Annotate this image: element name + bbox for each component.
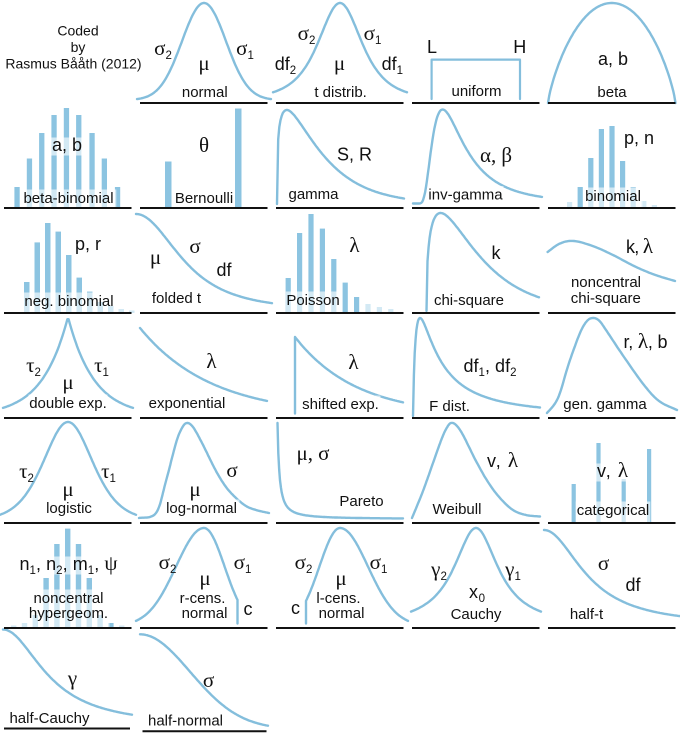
svg-text:H: H [513, 37, 526, 57]
svg-text:beta: beta [597, 84, 627, 101]
svg-text:half-t: half-t [570, 606, 604, 623]
svg-text:λ: λ [348, 350, 359, 374]
svg-text:df: df [216, 260, 232, 280]
svg-text:σ: σ [189, 234, 200, 258]
svg-text:double exp.: double exp. [29, 395, 107, 412]
svg-text:a, b: a, b [52, 135, 82, 155]
svg-text:beta-binomial: beta-binomial [23, 190, 113, 207]
svg-text:μ: μ [189, 477, 200, 501]
svg-text:μ, σ: μ, σ [297, 441, 330, 465]
svg-text:γ1: γ1 [504, 557, 521, 583]
svg-text:by: by [71, 39, 86, 55]
svg-text:F dist.: F dist. [429, 398, 470, 415]
svg-text:γ2: γ2 [430, 557, 447, 583]
svg-text:c: c [244, 599, 253, 619]
svg-text:μ: μ [62, 370, 73, 394]
svg-text:σ: σ [226, 458, 237, 482]
svg-text:σ: σ [598, 551, 609, 575]
svg-text:θ: θ [199, 133, 209, 157]
svg-text:t distrib.: t distrib. [314, 84, 367, 101]
svg-text:v, λ: v, λ [487, 448, 519, 472]
svg-text:Coded: Coded [57, 23, 98, 39]
svg-text:σ1: σ1 [370, 550, 388, 576]
svg-text:μ: μ [199, 566, 210, 590]
svg-text:shifted exp.: shifted exp. [302, 396, 379, 413]
svg-text:τ1: τ1 [94, 353, 109, 379]
svg-text:uniform: uniform [451, 83, 501, 100]
svg-text:gamma: gamma [288, 186, 339, 203]
svg-text:normal: normal [182, 605, 228, 622]
svg-text:γ: γ [67, 666, 77, 690]
svg-text:noncentral: noncentral [571, 274, 641, 291]
svg-text:df1: df1 [382, 54, 403, 77]
svg-text:x0: x0 [469, 582, 485, 605]
svg-text:categorical: categorical [577, 502, 650, 519]
svg-text:neg. binomial: neg. binomial [24, 293, 113, 310]
svg-text:Rasmus Bååth (2012): Rasmus Bååth (2012) [5, 56, 141, 72]
svg-text:binomial: binomial [585, 188, 641, 205]
svg-text:df: df [625, 575, 641, 595]
svg-text:k: k [492, 243, 502, 263]
svg-text:p, r: p, r [75, 234, 101, 254]
svg-text:τ1: τ1 [101, 459, 116, 485]
svg-text:σ: σ [203, 668, 214, 692]
svg-text:Cauchy: Cauchy [451, 606, 502, 623]
svg-text:S, R: S, R [337, 145, 372, 165]
svg-text:σ2: σ2 [159, 550, 177, 576]
svg-text:λ: λ [349, 233, 360, 257]
svg-text:chi-square: chi-square [571, 290, 641, 307]
svg-text:n1, n2, m1, ψ: n1, n2, m1, ψ [20, 551, 118, 577]
svg-text:logistic: logistic [46, 500, 92, 517]
svg-text:Poisson: Poisson [286, 292, 339, 309]
svg-text:df1, df2: df1, df2 [464, 356, 517, 379]
svg-text:l-cens.: l-cens. [316, 590, 360, 607]
svg-text:k, λ: k, λ [626, 234, 654, 258]
svg-text:Bernoulli: Bernoulli [175, 190, 233, 207]
svg-text:chi-square: chi-square [434, 292, 504, 309]
svg-text:normal: normal [182, 84, 228, 101]
svg-text:Weibull: Weibull [433, 501, 482, 518]
svg-text:τ2: τ2 [19, 459, 34, 485]
svg-text:log-normal: log-normal [166, 500, 237, 517]
svg-text:c: c [291, 598, 300, 618]
svg-text:half-normal: half-normal [148, 713, 223, 730]
svg-text:μ: μ [334, 51, 345, 75]
svg-text:v, λ: v, λ [597, 458, 629, 482]
svg-text:σ1: σ1 [236, 36, 254, 62]
svg-text:L: L [427, 37, 437, 57]
svg-text:μ: μ [150, 245, 161, 269]
svg-text:a, b: a, b [598, 49, 628, 69]
svg-text:Pareto: Pareto [339, 493, 383, 510]
svg-text:p, n: p, n [624, 128, 654, 148]
svg-text:α, β: α, β [480, 143, 512, 167]
svg-text:τ2: τ2 [26, 353, 41, 379]
svg-text:μ: μ [62, 477, 73, 501]
svg-text:gen. gamma: gen. gamma [563, 396, 647, 413]
svg-text:σ2: σ2 [154, 36, 172, 62]
svg-text:half-Cauchy: half-Cauchy [9, 710, 90, 727]
svg-text:hypergeom.: hypergeom. [29, 605, 108, 622]
svg-text:normal: normal [319, 605, 365, 622]
svg-text:σ2: σ2 [295, 550, 313, 576]
svg-text:r, λ, b: r, λ, b [624, 329, 668, 353]
svg-text:r-cens.: r-cens. [180, 590, 226, 607]
svg-text:μ: μ [335, 566, 346, 590]
svg-text:μ: μ [198, 51, 209, 75]
svg-text:λ: λ [206, 349, 217, 373]
svg-text:exponential: exponential [149, 395, 226, 412]
svg-text:inv-gamma: inv-gamma [428, 187, 503, 204]
svg-text:σ1: σ1 [364, 21, 382, 47]
svg-text:df2: df2 [275, 54, 296, 77]
svg-text:noncentral: noncentral [33, 590, 103, 607]
svg-text:σ1: σ1 [234, 550, 252, 576]
svg-text:folded t: folded t [152, 290, 202, 307]
svg-text:σ2: σ2 [298, 21, 316, 47]
